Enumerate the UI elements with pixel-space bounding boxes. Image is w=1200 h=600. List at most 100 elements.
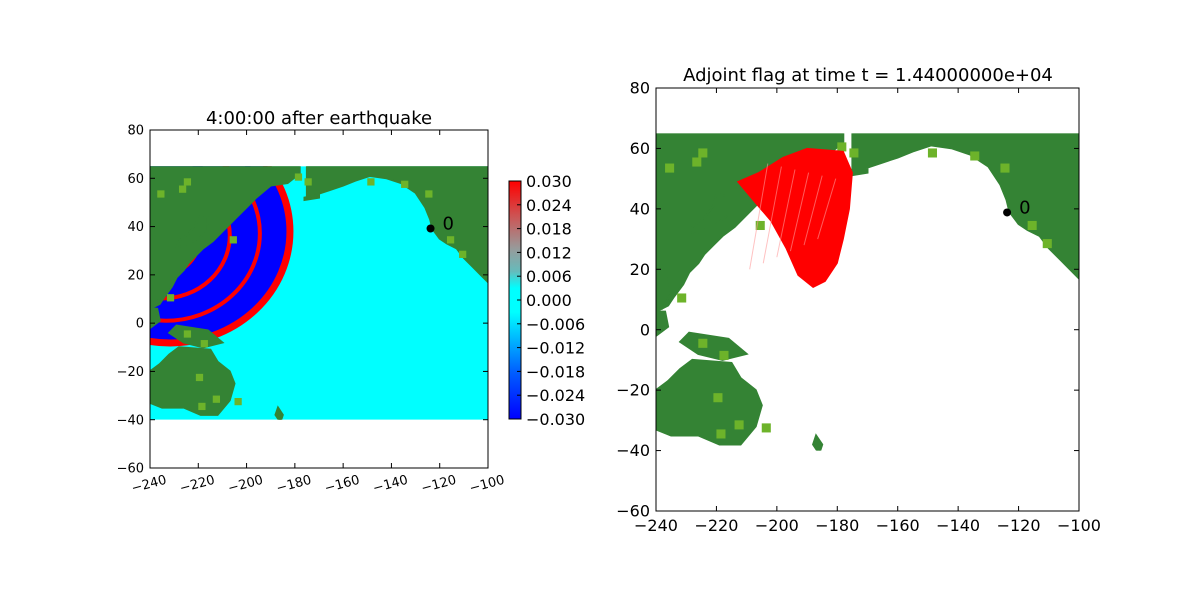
- land-highlight: [837, 142, 847, 152]
- land-highlight: [761, 423, 771, 433]
- adjoint-flag-region: [736, 147, 853, 288]
- right-ytick-label: 60: [630, 139, 650, 158]
- left-map-area: 0: [150, 166, 488, 420]
- land-australia: [656, 358, 763, 446]
- land-highlight: [698, 338, 708, 348]
- gauge-marker: [1003, 208, 1012, 217]
- land-america: [305, 166, 488, 284]
- flag-texture: [749, 163, 769, 270]
- colorbar: 0.030 0.024 0.018 0.012 0.006 0.000 −0.006 −0.0…: [508, 172, 585, 429]
- land-highlight: [734, 420, 744, 430]
- land-highlight: [401, 180, 409, 188]
- left-ytick-label: 0: [136, 317, 144, 332]
- colorbar-tick-label: −0.024: [526, 386, 585, 405]
- right-ytick-label: 80: [630, 79, 650, 98]
- land-nz: [811, 433, 824, 451]
- left-ytick-label: −40: [117, 413, 144, 428]
- colorbar-tick-label: 0.018: [526, 220, 572, 239]
- colorbar-tick-label: −0.012: [526, 339, 585, 358]
- land-japan: [174, 213, 209, 251]
- right-xtick-label: −220: [694, 516, 738, 535]
- land-masses: [150, 166, 488, 420]
- right-xtick-label: −240: [634, 516, 678, 535]
- land-newguinea: [678, 331, 749, 361]
- land-highlight: [183, 178, 192, 186]
- left-xtick-label: −140: [371, 473, 409, 497]
- left-plot-title: 4:00:00 after earthquake: [206, 108, 432, 129]
- land-highlight: [665, 163, 675, 173]
- flag-texture: [776, 169, 796, 258]
- land-highlight: [294, 173, 303, 181]
- land-highlight: [849, 148, 859, 158]
- right-map-area: 0: [656, 133, 1079, 451]
- right-xtick-label: −140: [936, 516, 980, 535]
- land-highlight: [713, 393, 723, 403]
- left-xtick-label: −180: [275, 473, 313, 497]
- land-highlight: [166, 294, 175, 302]
- land-highlight: [692, 157, 702, 167]
- land-highlight: [927, 148, 937, 158]
- right-ytick-label: −20: [616, 381, 650, 400]
- colorbar-tick-label: 0.030: [526, 172, 572, 191]
- land-japan: [687, 192, 730, 238]
- colorbar-tick-label: 0.024: [526, 196, 572, 215]
- land-asia: [150, 166, 301, 310]
- colorbar-tick-label: −0.006: [526, 315, 585, 334]
- land-highlight: [183, 330, 192, 338]
- left-xtick-label: −120: [420, 473, 458, 497]
- right-ytick-label: 20: [630, 260, 650, 279]
- colorbar-tick-label: 0.006: [526, 267, 572, 286]
- land-philippines: [150, 278, 164, 308]
- gauge-marker: [426, 224, 435, 233]
- land-highlight: [698, 148, 708, 158]
- colorbar-tick-label: −0.030: [526, 410, 585, 429]
- land-masses: [656, 133, 1079, 451]
- flagged-cells: [736, 147, 853, 288]
- land-highlight: [229, 236, 237, 244]
- flag-texture: [817, 178, 837, 240]
- right-ytick-label: 0: [640, 320, 650, 339]
- colorbar-tick-label: 0.012: [526, 243, 572, 262]
- land-highlight: [446, 236, 455, 244]
- land-highlight: [367, 178, 375, 186]
- left-xtick-label: −160: [323, 473, 361, 497]
- right-xtick-label: −180: [815, 516, 859, 535]
- wave-ring: [150, 166, 247, 312]
- adjoint-flag-plot: Adjoint flag at time t = 1.44000000e+04 …: [616, 65, 1101, 535]
- land-borneo: [656, 310, 670, 338]
- right-ytick-label: −40: [616, 441, 650, 460]
- left-xtick-label: −200: [226, 473, 264, 497]
- land-highlight: [234, 397, 242, 406]
- left-xtick-label: −220: [178, 473, 216, 497]
- gauge-label: 0: [443, 214, 454, 235]
- land-highlight: [212, 395, 221, 403]
- right-frame: [655, 87, 1080, 512]
- left-ytick-label: −60: [117, 462, 144, 477]
- left-ytick-label: 60: [127, 172, 144, 187]
- right-ytick-label: −60: [616, 502, 650, 521]
- right-xtick-label: −120: [997, 516, 1041, 535]
- flag-texture: [803, 175, 823, 246]
- left-xtick-label: −100: [468, 473, 506, 497]
- land-highlight: [178, 185, 187, 193]
- land-alaska_islands: [303, 194, 320, 202]
- land-highlight: [157, 190, 165, 198]
- left-ytick-label: 20: [127, 268, 144, 283]
- right-xtick-label: −100: [1057, 516, 1101, 535]
- land-highlight: [970, 151, 980, 161]
- land-highlight: [425, 190, 433, 198]
- flag-texture: [762, 166, 782, 264]
- left-frame: [149, 129, 489, 469]
- right-xtick-label: −200: [755, 516, 799, 535]
- land-highlight: [304, 178, 312, 186]
- land-nz: [274, 405, 284, 420]
- right-ytick-label: 40: [630, 199, 650, 218]
- gauge-label: 0: [1019, 197, 1030, 218]
- land-highlight: [195, 373, 204, 382]
- land-highlight: [198, 402, 206, 411]
- land-highlight: [1027, 220, 1037, 231]
- land-highlight: [755, 220, 765, 231]
- wave-ring: [150, 166, 277, 334]
- land-america: [851, 133, 1079, 280]
- left-ytick-label: 40: [127, 220, 144, 235]
